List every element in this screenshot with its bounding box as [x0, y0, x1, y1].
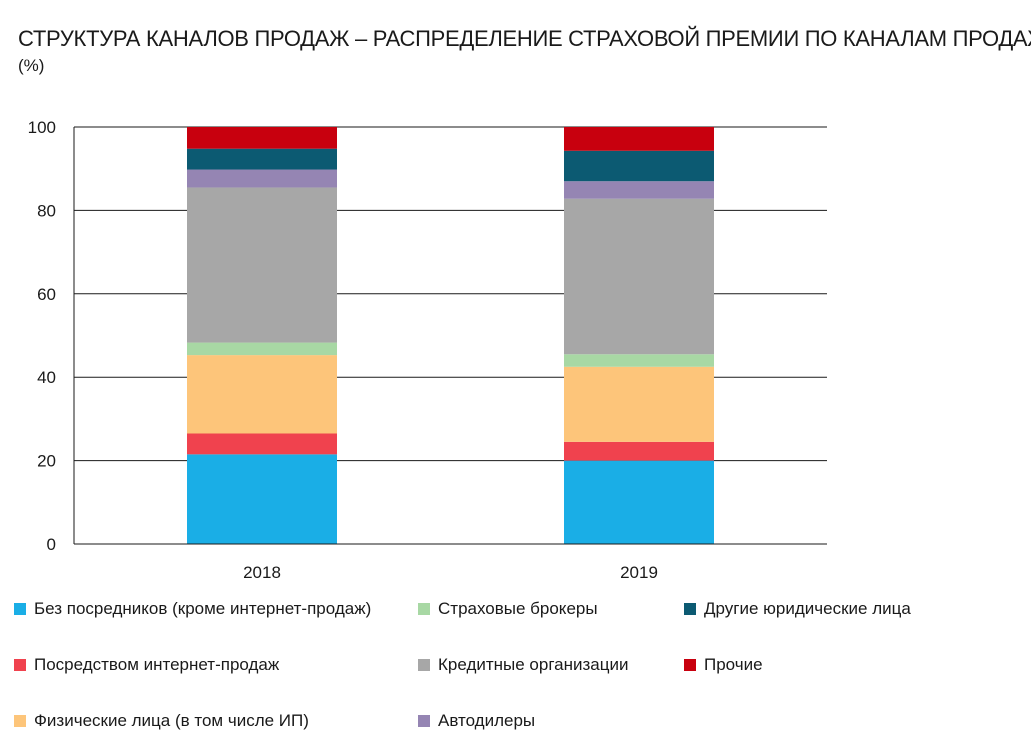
y-tick-label: 80: [37, 201, 56, 220]
legend-item: Кредитные организации: [418, 655, 628, 675]
legend-label: Посредством интернет-продаж: [34, 655, 280, 674]
legend-swatch: [418, 715, 430, 727]
legend-swatch: [418, 659, 430, 671]
bar-segment-2019-6: [564, 150, 714, 182]
bar-segment-2019-4: [564, 198, 714, 355]
bar-segment-2018-2: [187, 355, 337, 434]
legend-label: Физические лица (в том числе ИП): [34, 711, 309, 730]
bar-segment-2018-3: [187, 342, 337, 356]
legend-label: Другие юридические лица: [704, 599, 911, 618]
legend-label: Автодилеры: [438, 711, 536, 730]
bar-segment-2018-4: [187, 187, 337, 343]
chart-subtitle: (%): [18, 56, 45, 75]
legend-label: Кредитные организации: [438, 655, 629, 674]
bar-segment-2018-1: [187, 433, 337, 455]
legend-item: Другие юридические лица: [684, 599, 911, 619]
legend-swatch: [14, 659, 26, 671]
y-tick-label: 60: [37, 285, 56, 304]
y-tick-label: 40: [37, 368, 56, 387]
legend-item: Автодилеры: [418, 711, 535, 731]
legend-item: Без посредников (кроме интернет-продаж): [14, 599, 371, 619]
bar-segment-2018-7: [187, 127, 337, 149]
bar-segment-2019-0: [564, 460, 714, 544]
legend-swatch: [684, 659, 696, 671]
legend-item: Прочие: [684, 655, 763, 675]
bar-segment-2018-0: [187, 454, 337, 544]
legend-swatch: [684, 603, 696, 615]
bars: [187, 127, 714, 544]
legend-label: Без посредников (кроме интернет-продаж): [34, 599, 372, 618]
legend-item: Посредством интернет-продаж: [14, 655, 279, 675]
x-tick-label: 2018: [243, 563, 281, 582]
bar-segment-2019-1: [564, 441, 714, 461]
bar-segment-2018-5: [187, 169, 337, 188]
axes: 0 20 40 60 80 100 2018 2019: [28, 118, 827, 582]
legend-label: Прочие: [704, 655, 763, 674]
x-tick-label: 2019: [620, 563, 658, 582]
bar-segment-2019-7: [564, 127, 714, 151]
stacked-bar-chart: 0 20 40 60 80 100 2018 2019: [28, 118, 827, 582]
y-tick-label: 0: [47, 535, 56, 554]
y-tick-label: 100: [28, 118, 56, 137]
bar-segment-2019-2: [564, 366, 714, 442]
chart-title: СТРУКТУРА КАНАЛОВ ПРОДАЖ – РАСПРЕДЕЛЕНИЕ…: [18, 26, 1031, 51]
legend-swatch: [14, 715, 26, 727]
legend-swatch: [14, 603, 26, 615]
y-tick-label: 20: [37, 452, 56, 471]
legend-item: Страховые брокеры: [418, 599, 598, 619]
bar-segment-2019-3: [564, 354, 714, 367]
bar-segment-2019-5: [564, 181, 714, 199]
legend-item: Физические лица (в том числе ИП): [14, 711, 309, 731]
legend-swatch: [418, 603, 430, 615]
grid-lines: [74, 126, 827, 462]
bar-segment-2018-6: [187, 148, 337, 170]
legend-label: Страховые брокеры: [438, 599, 598, 618]
